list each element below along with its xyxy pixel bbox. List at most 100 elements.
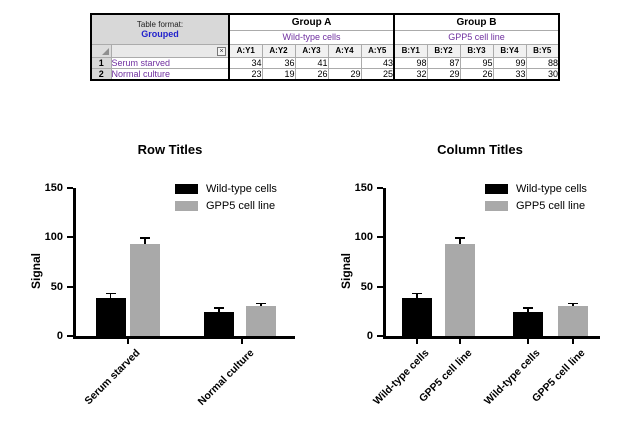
group-a-subtitle[interactable]: Wild-type cells <box>228 29 395 45</box>
error-bar <box>109 293 112 298</box>
y-tick-label: 50 <box>50 280 63 293</box>
x-tick <box>572 339 574 344</box>
y-tick-label: 150 <box>44 182 63 194</box>
row-title[interactable]: Serum starved <box>110 56 230 69</box>
error-bar-cap <box>256 302 266 305</box>
group-b-title[interactable]: Group B <box>393 13 560 31</box>
table-format-selector[interactable]: Table format: Grouped <box>90 13 230 45</box>
cell[interactable]: 32 <box>393 67 428 80</box>
y-tick-label: 100 <box>44 231 63 244</box>
cell[interactable]: 95 <box>459 56 494 69</box>
column-header[interactable]: B:Y3 <box>459 43 494 58</box>
error-bar <box>572 303 574 307</box>
column-header[interactable]: B:Y2 <box>426 43 461 58</box>
row-number[interactable]: 2 <box>90 67 112 80</box>
column-header[interactable]: A:Y4 <box>327 43 362 58</box>
legend-swatch-gpp5 <box>485 200 508 211</box>
select-all-corner[interactable] <box>90 43 112 58</box>
chart-title: Row Titles <box>137 142 203 157</box>
cell[interactable]: 29 <box>327 67 362 80</box>
legend: Wild-type cells GPP5 cell line <box>485 180 587 214</box>
error-bar-cap <box>140 237 150 239</box>
cell[interactable]: 99 <box>492 56 527 69</box>
cell[interactable]: 88 <box>525 56 560 69</box>
x-tick-label: Normal culture <box>195 347 257 408</box>
x-tick <box>127 339 129 344</box>
error-bar <box>527 308 529 312</box>
column-header[interactable]: A:Y1 <box>228 43 263 58</box>
screenshot-root: { "table": { "format_label": "Table form… <box>20 13 624 432</box>
error-bar-cap <box>214 307 224 309</box>
plot-area: 0 50 100 150 Wild-type cells GPP5 cell line Wi… <box>355 182 600 407</box>
error-bar-cap <box>105 292 116 295</box>
select-all-triangle-icon <box>101 47 109 55</box>
row-number[interactable]: 1 <box>90 56 112 69</box>
error-bar <box>416 293 418 298</box>
column-header[interactable]: B:Y5 <box>525 43 560 58</box>
group-b-subtitle[interactable]: GPP5 cell line <box>393 29 560 45</box>
y-tick <box>67 236 73 239</box>
chart-column-titles: Column Titles Signal Wild-type cells GPP… <box>330 138 624 432</box>
y-tick-label: 150 <box>354 182 373 194</box>
y-tick <box>377 335 383 337</box>
bar <box>246 306 276 336</box>
column-header[interactable]: A:Y5 <box>360 43 395 58</box>
cell[interactable]: 30 <box>525 67 560 80</box>
table-format-value[interactable]: Grouped <box>141 28 179 39</box>
legend-swatch-wild-type <box>175 183 198 194</box>
x-axis <box>72 336 295 339</box>
row-title-column-header[interactable]: × <box>110 43 230 58</box>
cell[interactable]: 26 <box>459 67 494 80</box>
x-tick-label: Serum starved <box>82 347 143 408</box>
cell[interactable]: 29 <box>426 67 461 80</box>
column-header[interactable]: A:Y2 <box>261 43 296 58</box>
bar <box>445 243 475 336</box>
legend: Wild-type cells GPP5 cell line <box>175 180 277 214</box>
bar <box>513 311 543 336</box>
cell[interactable]: 36 <box>261 56 296 69</box>
error-bar-cap <box>455 237 465 239</box>
plot-area: 0 50 100 150 Serum starved Normal culture <box>45 182 295 408</box>
cell[interactable]: 87 <box>426 56 461 69</box>
cell[interactable]: 26 <box>294 67 329 80</box>
cell[interactable]: 43 <box>360 56 395 69</box>
x-tick <box>241 339 243 344</box>
cell[interactable]: 33 <box>492 67 527 80</box>
error-bar-cap <box>568 302 578 305</box>
group-a-title[interactable]: Group A <box>228 13 395 31</box>
column-header[interactable]: B:Y1 <box>393 43 428 58</box>
x-tick-label: GPP5 cell line <box>529 347 588 405</box>
cell[interactable]: 23 <box>228 67 263 80</box>
chart-row-titles: Row Titles Signal Wild-type cells GPP5 c… <box>20 138 320 432</box>
y-tick-label: 0 <box>366 330 373 342</box>
legend-item: Wild-type cells <box>175 180 277 197</box>
cell[interactable]: 19 <box>261 67 296 80</box>
cell[interactable]: 98 <box>393 56 428 69</box>
legend-label: GPP5 cell line <box>206 199 276 212</box>
y-axis <box>73 188 76 339</box>
cell[interactable]: 34 <box>228 56 263 69</box>
y-tick-label: 0 <box>56 330 63 342</box>
x-tick <box>459 339 461 344</box>
table-row: 2 Normal culture 23 19 26 29 25 32 29 26… <box>90 67 560 80</box>
cell[interactable]: 25 <box>360 67 395 80</box>
y-tick <box>377 236 383 239</box>
cell[interactable] <box>327 56 362 69</box>
close-icon[interactable]: × <box>217 46 226 56</box>
y-tick <box>67 335 73 337</box>
column-header[interactable]: A:Y3 <box>294 43 329 58</box>
legend-label: GPP5 cell line <box>516 199 586 212</box>
legend-label: Wild-type cells <box>516 182 587 195</box>
bar <box>130 243 160 336</box>
error-bar <box>459 238 461 244</box>
legend-item: Wild-type cells <box>485 180 587 197</box>
bar <box>204 311 234 336</box>
grouped-data-table: Table format: Grouped Group A Group B Wi… <box>90 13 560 81</box>
row-title[interactable]: Normal culture <box>110 67 230 80</box>
cell[interactable]: 41 <box>294 56 329 69</box>
x-tick <box>527 339 529 344</box>
legend-label: Wild-type cells <box>206 182 277 195</box>
column-header[interactable]: B:Y4 <box>492 43 527 58</box>
x-axis <box>382 336 600 339</box>
error-bar <box>144 238 146 244</box>
